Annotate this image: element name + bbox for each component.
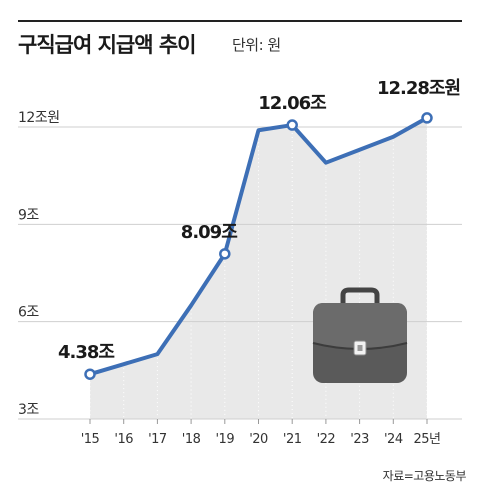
data-label: 8.09조 bbox=[181, 222, 237, 243]
unit-label: 단위: 원 bbox=[232, 36, 281, 54]
data-label: 12.06조 bbox=[258, 93, 326, 114]
x-tick-label: '19 bbox=[215, 432, 234, 447]
data-label: 4.38조 bbox=[58, 342, 114, 363]
x-tick-label: '22 bbox=[317, 432, 336, 447]
data-point bbox=[84, 368, 96, 380]
x-tick-label: '24 bbox=[384, 432, 403, 447]
source-label: 자료=고용노동부 bbox=[382, 469, 467, 483]
data-point bbox=[421, 112, 433, 124]
data-label: 12.28조원 bbox=[377, 78, 460, 99]
y-tick-label: 6조 bbox=[18, 305, 39, 321]
y-tick-label: 12조원 bbox=[18, 110, 60, 126]
y-tick-label: 3조 bbox=[18, 402, 39, 418]
x-tick-label: 25년 bbox=[413, 432, 440, 447]
x-tick-label: '18 bbox=[182, 432, 201, 447]
x-tick-label: '15 bbox=[81, 432, 100, 447]
series-line bbox=[88, 115, 429, 377]
x-tick-label: '20 bbox=[249, 432, 268, 447]
x-tick-label: '23 bbox=[350, 432, 369, 447]
briefcase-icon bbox=[312, 287, 408, 383]
x-tick-label: '16 bbox=[114, 432, 133, 447]
x-tick-label: '17 bbox=[148, 432, 167, 447]
y-tick-label: 9조 bbox=[18, 207, 39, 223]
chart-title: 구직급여 지급액 추이 bbox=[18, 33, 197, 57]
x-tick-label: '21 bbox=[283, 432, 302, 447]
top-rule bbox=[18, 20, 462, 22]
data-point bbox=[286, 119, 298, 131]
data-point bbox=[219, 248, 231, 260]
